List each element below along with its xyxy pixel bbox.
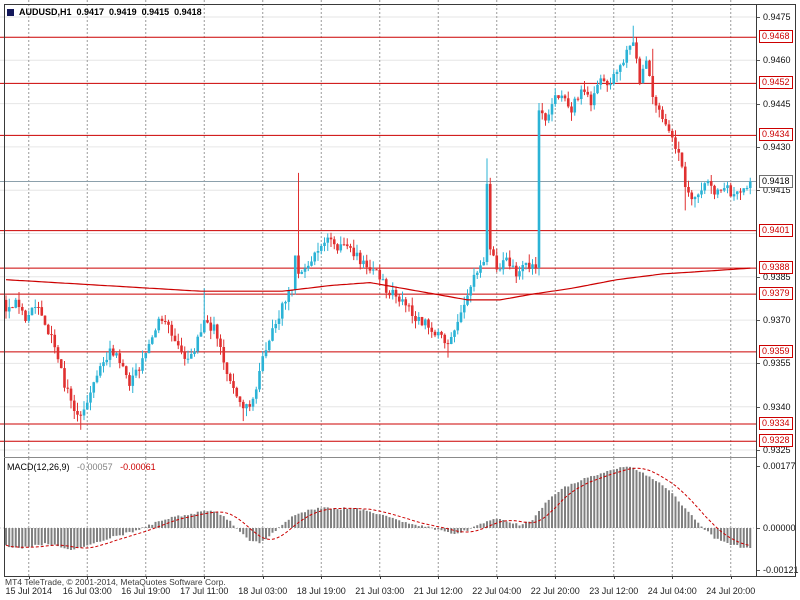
bottom-separator	[4, 576, 796, 577]
time-axis-label: 23 Jul 12:00	[589, 586, 639, 596]
price-axis-label: 0.9355	[763, 358, 791, 369]
macd-signal-value: -0.00061	[120, 462, 156, 472]
axis-tick	[757, 60, 760, 62]
macd-axis-label: 0.00000	[763, 523, 796, 533]
price-axis-label: 0.9460	[763, 55, 791, 66]
time-axis[interactable]: 15 Jul 2014 16 Jul 03:00 16 Jul 19:00 17 Ju…	[0, 576, 757, 600]
axis-tick	[730, 576, 732, 579]
symbol-marker-icon	[7, 8, 14, 16]
axis-tick	[28, 576, 30, 579]
axis-tick	[757, 406, 760, 408]
time-axis-label: 21 Jul 12:00	[413, 586, 463, 596]
price-axis-label: 0.9445	[763, 98, 791, 109]
axis-tick	[496, 576, 498, 579]
axis-tick	[757, 450, 760, 451]
axis-tick	[262, 576, 264, 579]
price-axis-label: 0.9370	[763, 315, 791, 326]
time-axis-label: 22 Jul 20:00	[530, 586, 580, 596]
price-line-label: 0.9468	[759, 30, 793, 44]
axis-tick	[757, 466, 760, 467]
copyright-text: MT4 TeleTrade, © 2001-2014, MetaQuotes S…	[5, 577, 226, 587]
price-axis-label: 0.9325	[763, 445, 791, 455]
macd-label: MACD(12,26,9)	[7, 462, 70, 472]
price-line-label: 0.9388	[759, 261, 793, 275]
frame-right-border	[795, 4, 796, 577]
axis-tick	[204, 576, 206, 579]
macd-panel-separator	[4, 457, 756, 458]
time-axis-label: 24 Jul 20:00	[706, 586, 756, 596]
macd-axis-label: -0.00121	[763, 565, 799, 576]
time-axis-label: 18 Jul 03:00	[238, 586, 288, 596]
current-price-label: 0.9418	[759, 174, 793, 188]
price-line-label: 0.9379	[759, 287, 793, 301]
axis-tick	[757, 146, 760, 148]
macd-indicator-chart[interactable]	[0, 458, 757, 576]
axis-separator	[756, 4, 757, 577]
axis-tick	[379, 576, 381, 579]
axis-tick	[555, 576, 557, 579]
axis-tick	[757, 190, 760, 192]
axis-tick	[757, 570, 760, 572]
axis-tick	[757, 320, 760, 322]
axis-tick	[145, 576, 147, 579]
price-line-label: 0.9359	[759, 344, 793, 358]
axis-tick	[613, 576, 615, 579]
macd-axis-label: 0.00177	[763, 461, 796, 471]
time-axis-label: 24 Jul 04:00	[647, 586, 697, 596]
time-axis-label: 22 Jul 04:00	[472, 586, 522, 596]
time-axis-label: 16 Jul 03:00	[62, 586, 112, 596]
axis-tick	[321, 576, 323, 579]
time-axis-label: 16 Jul 19:00	[121, 586, 171, 596]
axis-tick	[757, 528, 760, 529]
time-axis-label: 18 Jul 19:00	[296, 586, 346, 596]
frame-top-border	[4, 4, 796, 5]
price-axis[interactable]: 0.9475 0.9460 0.9445 0.9430 0.9415 0.9385 0.93…	[757, 0, 800, 600]
frame-left-border	[4, 4, 5, 577]
symbol-label: AUDUSD,H1	[19, 7, 72, 17]
axis-tick	[757, 276, 760, 278]
macd-readout: MACD(12,26,9) -0.00057 -0.00061	[7, 462, 156, 472]
price-axis-label: 0.9475	[763, 12, 791, 22]
price-axis-label: 0.9415	[763, 185, 791, 196]
price-axis-label: 0.9340	[763, 401, 791, 412]
ohlc-close: 0.9418	[174, 7, 202, 17]
axis-tick	[438, 576, 440, 579]
axis-tick	[757, 363, 760, 365]
ohlc-high: 0.9419	[109, 7, 137, 17]
price-line-label: 0.9334	[759, 417, 793, 431]
price-axis-label: 0.9385	[763, 271, 791, 282]
price-axis-label: 0.9430	[763, 141, 791, 152]
price-line-label: 0.9452	[759, 76, 793, 90]
symbol-ohlc-readout: AUDUSD,H1 0.9417 0.9419 0.9415 0.9418	[7, 7, 202, 17]
ohlc-open: 0.9417	[76, 7, 105, 17]
price-line-label: 0.9328	[759, 434, 793, 448]
axis-tick	[757, 103, 760, 105]
time-axis-label: 21 Jul 03:00	[355, 586, 405, 596]
axis-tick	[757, 17, 760, 18]
price-line-label: 0.9434	[759, 128, 793, 142]
ohlc-low: 0.9415	[141, 7, 170, 17]
time-axis-label: 15 Jul 2014	[5, 586, 53, 596]
price-line-label: 0.9401	[759, 223, 793, 237]
macd-value: -0.00057	[77, 462, 113, 472]
price-chart[interactable]	[0, 0, 757, 458]
time-axis-label: 17 Jul 11:00	[180, 586, 229, 596]
axis-tick	[672, 576, 674, 579]
axis-tick	[87, 576, 89, 579]
